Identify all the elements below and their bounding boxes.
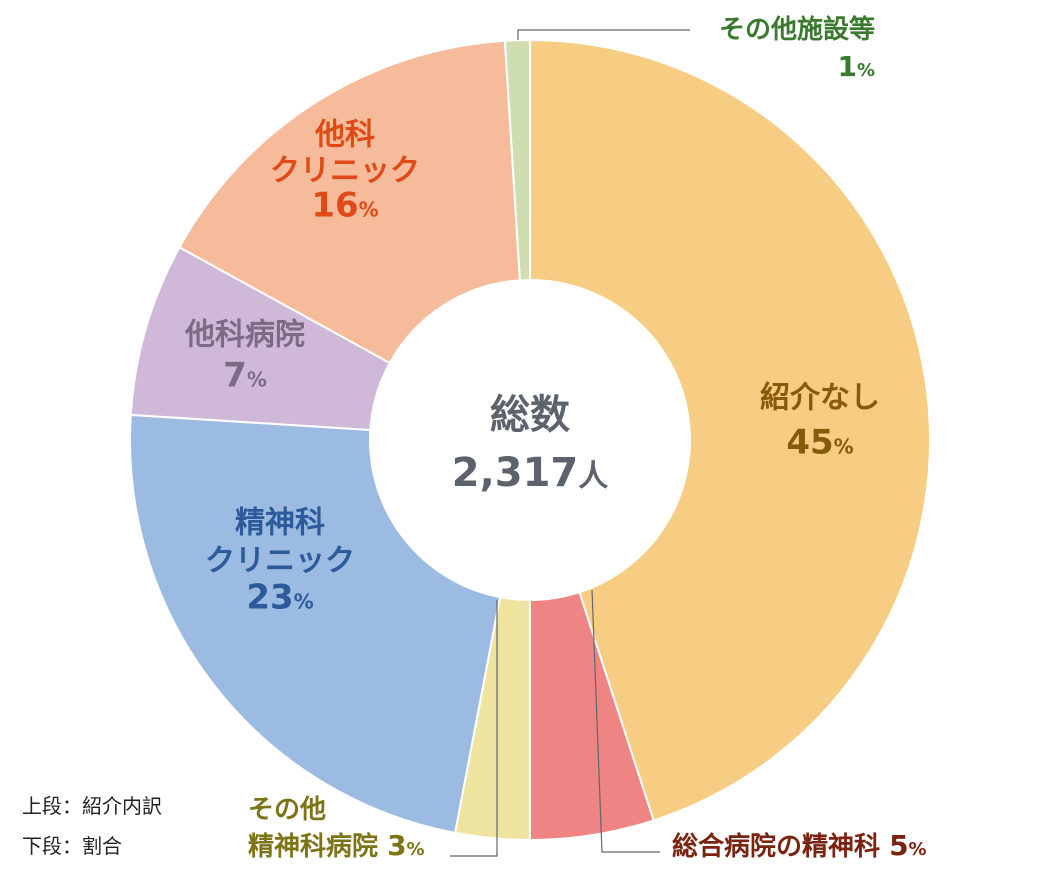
slice-name-6: その他施設等: [719, 14, 875, 45]
slice-name-2-1: 精神科病院 3%: [248, 829, 425, 862]
legend-note-upper: 上段：紹介内訳: [22, 794, 162, 818]
slice-name-1: 総合病院の精神科 5%: [672, 829, 927, 862]
slice-name-3-1: クリニック: [205, 544, 355, 579]
leader-line-6: [517, 29, 690, 40]
donut-slice-6: [503, 38, 531, 282]
slice-percent-6: 1%: [837, 50, 875, 83]
slice-percent-3: 23%: [246, 578, 313, 618]
leader-line-2: [450, 600, 498, 857]
donut-slice-0: [529, 38, 931, 822]
slice-name-2-0: その他: [248, 795, 326, 825]
slice-label-6: その他施設等 1%: [719, 14, 875, 83]
donut-slice-3: [129, 413, 502, 835]
center-total: 2,317人: [452, 450, 609, 496]
slice-name-5-1: クリニック: [270, 154, 420, 189]
slice-name-0-0: 紹介なし: [760, 381, 880, 416]
center-title: 総数: [490, 392, 570, 438]
slice-name-4-0: 他科病院: [184, 318, 305, 353]
legend-note-lower: 下段：割合: [22, 834, 122, 858]
slice-label-1: 総合病院の精神科 5%: [672, 829, 927, 862]
slice-name-5-0: 他科: [314, 118, 375, 153]
donut-slice-5: [178, 39, 522, 365]
slice-name-3-0: 精神科: [235, 506, 325, 541]
leader-line-1: [591, 589, 660, 853]
